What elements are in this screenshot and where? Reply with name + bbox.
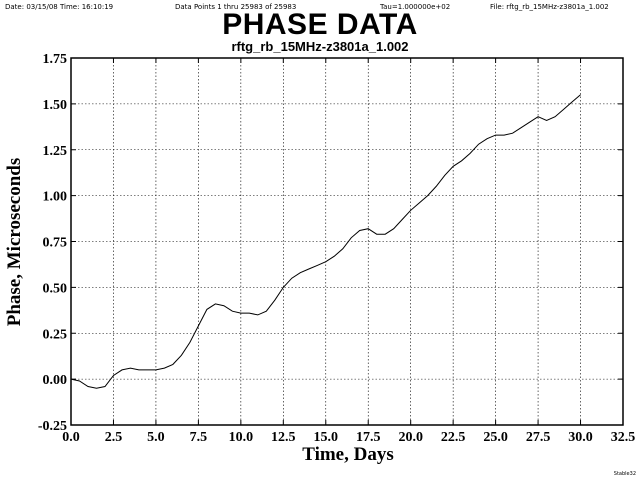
x-tick-label: 17.5 bbox=[356, 430, 381, 445]
y-tick-label: 0.50 bbox=[43, 281, 68, 296]
y-tick-label: -0.25 bbox=[38, 419, 67, 434]
x-tick-label: 7.5 bbox=[190, 430, 208, 445]
x-tick-label: 27.5 bbox=[526, 430, 551, 445]
chart-subtitle: rftg_rb_15MHz-z3801a_1.002 bbox=[231, 39, 409, 54]
header-tau: Tau=1.000000e+02 bbox=[380, 3, 451, 11]
axis-ticks bbox=[70, 57, 624, 426]
y-tick-label: 1.00 bbox=[43, 190, 68, 205]
header-data-points: Data Points 1 thru 25983 of 25983 bbox=[175, 3, 297, 11]
chart-title: PHASE DATA bbox=[222, 8, 418, 41]
x-tick-labels: 0.0 2.5 5.0 7.5 10.0 12.5 15.0 17.5 20.0 22.5 25.0… bbox=[62, 430, 635, 445]
x-tick-label: 20.0 bbox=[398, 430, 423, 445]
y-tick-label: 0.00 bbox=[43, 373, 68, 388]
y-tick-label: 0.75 bbox=[43, 236, 68, 251]
y-axis-label: Phase, Microseconds bbox=[4, 158, 25, 327]
x-tick-label: 5.0 bbox=[147, 430, 165, 445]
y-tick-label: 1.25 bbox=[43, 144, 68, 159]
x-tick-label: 0.0 bbox=[62, 430, 80, 445]
corner-label: Stable32 bbox=[613, 471, 636, 477]
x-tick-label: 22.5 bbox=[441, 430, 466, 445]
y-tick-label: 1.50 bbox=[43, 98, 68, 113]
y-tick-label: 0.25 bbox=[43, 327, 68, 342]
phase-series-line bbox=[70, 94, 581, 389]
x-tick-label: 15.0 bbox=[314, 430, 339, 445]
x-tick-label: 25.0 bbox=[483, 430, 508, 445]
header-date: Date: 03/15/08 Time: 16:10:19 bbox=[5, 3, 114, 11]
x-tick-label: 2.5 bbox=[105, 430, 123, 445]
x-tick-label: 10.0 bbox=[229, 430, 254, 445]
header-file: File: rftg_rb_15MHz-z3801a_1.002 bbox=[490, 3, 609, 11]
x-tick-label: 32.5 bbox=[611, 430, 636, 445]
x-axis-label: Time, Days bbox=[302, 444, 393, 465]
y-tick-label: 1.75 bbox=[43, 52, 68, 67]
x-tick-label: 12.5 bbox=[271, 430, 296, 445]
x-tick-label: 30.0 bbox=[568, 430, 593, 445]
y-tick-labels: -0.25 0.00 0.25 0.50 0.75 1.00 1.25 1.50 1.75 bbox=[38, 52, 67, 434]
grid-lines bbox=[71, 58, 623, 425]
